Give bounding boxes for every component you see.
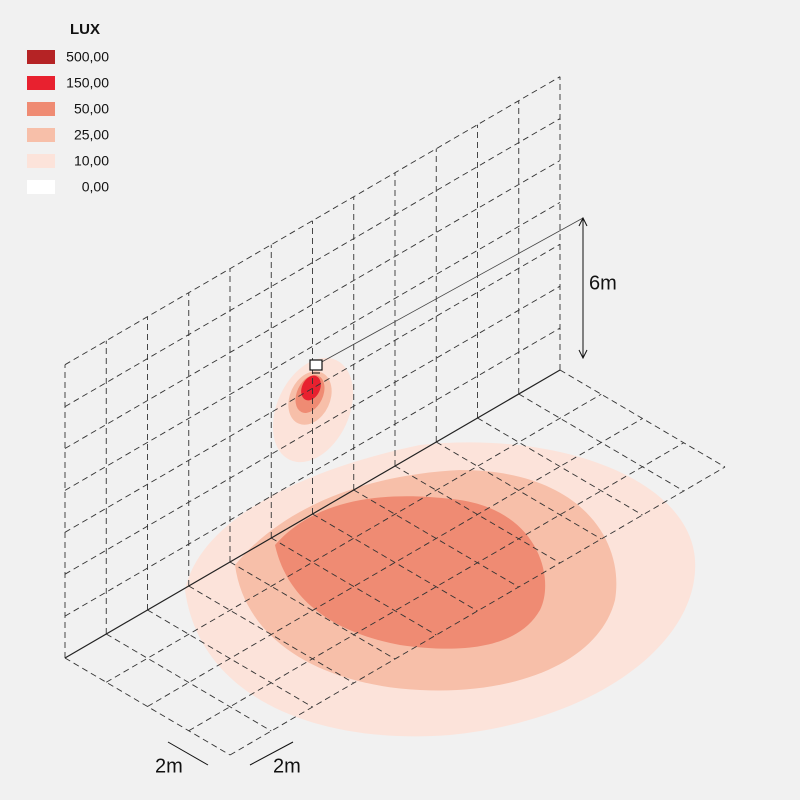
floor-grid-line	[271, 537, 437, 636]
legend-title: LUX	[70, 21, 100, 38]
floor-isolux	[185, 442, 696, 737]
floor-grid-line	[147, 418, 643, 707]
wall-isolux	[272, 357, 354, 463]
wall-grid-line	[64, 285, 561, 575]
fixture-body	[309, 359, 323, 371]
floor-grid-line	[188, 442, 684, 732]
floor-grid-line	[477, 417, 643, 516]
floor-grid-line	[106, 633, 272, 732]
mount-line	[317, 217, 584, 365]
floor-grid-line	[312, 513, 478, 612]
wall-grid-line	[64, 76, 561, 366]
floor-grid-line	[229, 466, 726, 756]
legend-swatch	[27, 102, 55, 116]
arrowheads	[578, 216, 588, 360]
height-label: 6m	[589, 272, 617, 294]
legend-swatch	[27, 50, 55, 64]
floor-grid-line	[106, 393, 602, 683]
grid-dimensions: 2m 2m	[155, 741, 301, 777]
dimension-line	[167, 741, 209, 766]
grid-x-label: 2m	[155, 755, 183, 777]
legend-label: 0,00	[82, 179, 109, 195]
wall-grid-line	[64, 243, 561, 533]
height-dimension: 6m	[578, 216, 617, 360]
dimension-line	[249, 741, 294, 766]
legend: 500,00 150,00 50,00 25,00 10,00 0,00	[27, 49, 109, 195]
wall-grid-line	[64, 202, 561, 491]
floor-grid-line	[436, 441, 602, 540]
wall-grid-line	[64, 327, 561, 617]
legend-swatch	[27, 76, 55, 90]
legend-label: 10,00	[74, 153, 109, 169]
legend-swatch	[27, 154, 55, 168]
grid-y-label: 2m	[273, 755, 301, 777]
wall-grid-line	[64, 118, 561, 407]
legend-swatch	[27, 128, 55, 142]
floor-wall-edge	[64, 369, 561, 659]
grids	[64, 76, 726, 756]
legend-swatch	[27, 180, 55, 194]
legend-label: 50,00	[74, 101, 109, 117]
legend-label: 500,00	[66, 49, 109, 65]
wall-grid-line	[64, 160, 561, 449]
fixture	[309, 359, 323, 374]
legend-label: 25,00	[74, 127, 109, 143]
isolux-150	[301, 375, 321, 401]
legend-label: 150,00	[66, 75, 109, 91]
